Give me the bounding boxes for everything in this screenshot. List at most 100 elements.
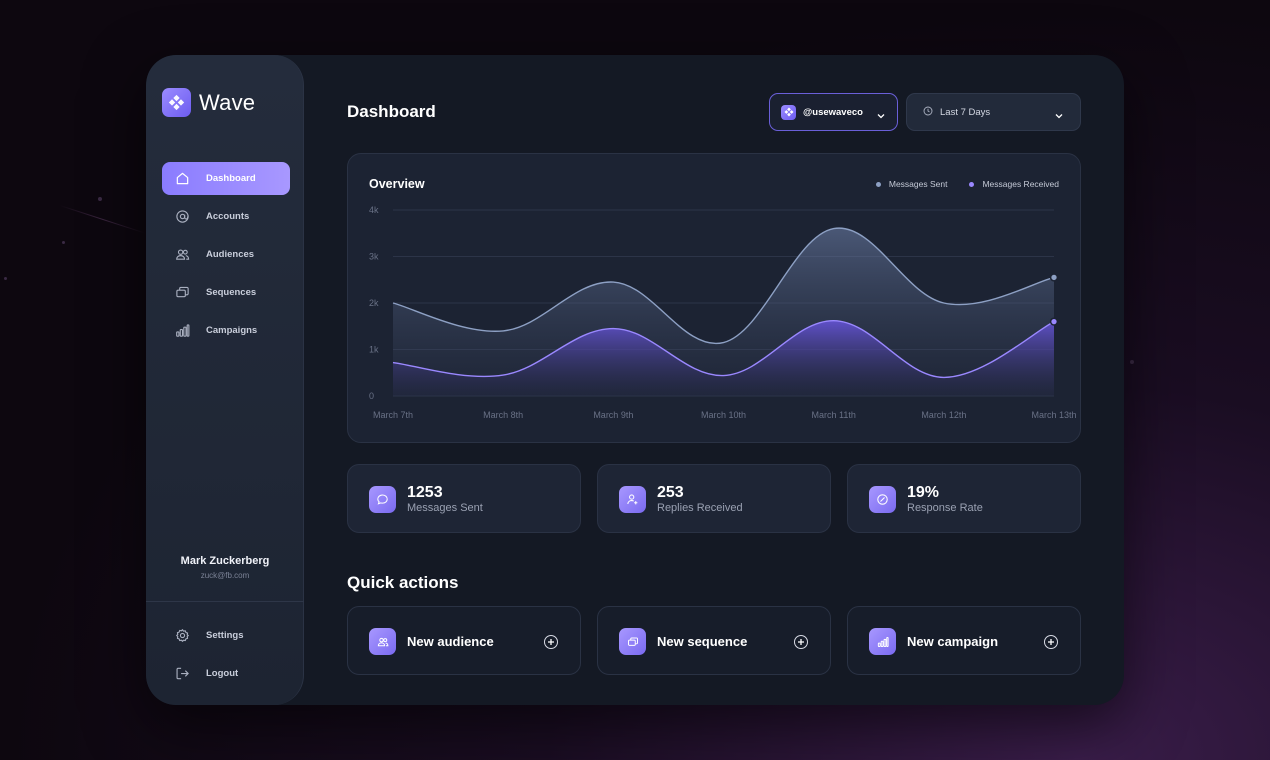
x-tick-label: March 10th	[701, 410, 746, 420]
gauge-icon	[869, 486, 896, 513]
y-tick-label: 0	[369, 391, 374, 401]
at-icon	[174, 209, 190, 225]
sequences-icon	[174, 285, 190, 301]
sidebar-item-settings[interactable]: Settings	[162, 619, 290, 652]
user-reply-icon	[619, 486, 646, 513]
sidebar-divider	[146, 601, 304, 602]
x-tick-label: March 12th	[921, 410, 966, 420]
chat-icon	[369, 486, 396, 513]
y-tick-label: 4k	[369, 205, 379, 215]
users-icon	[174, 247, 190, 263]
x-tick-label: March 9th	[593, 410, 633, 420]
sidebar-item-label: Campaigns	[206, 325, 258, 336]
legend-label: Messages Sent	[888, 179, 948, 189]
stat-value: 1253	[407, 484, 443, 501]
stat-card-response-rate: 19% Response Rate	[847, 464, 1081, 533]
plus-icon	[794, 635, 808, 649]
legend-item-sent[interactable]: Messages Sent	[875, 179, 948, 189]
sidebar-item-label: Logout	[206, 668, 239, 679]
new-sequence-button[interactable]: New sequence	[597, 606, 831, 675]
stat-value: 253	[657, 484, 684, 501]
account-select-value: @usewaveco	[803, 106, 863, 118]
stat-label: Replies Received	[657, 502, 743, 514]
bar-chart-icon	[174, 323, 190, 339]
sidebar-nav: Dashboard Accounts Audiences Sequences	[162, 162, 290, 352]
area-messages-sent	[393, 228, 1054, 396]
sidebar-bottom-nav: Settings Logout	[162, 619, 290, 695]
user-email: zuck@fb.com	[200, 571, 250, 580]
background-dot	[1130, 360, 1134, 364]
stat-card-replies-received: 253 Replies Received	[597, 464, 831, 533]
sidebar-item-label: Settings	[206, 630, 244, 641]
y-tick-label: 1k	[369, 345, 379, 355]
sidebar-item-campaigns[interactable]: Campaigns	[162, 314, 290, 347]
area-messages-received	[393, 320, 1054, 396]
stat-label: Messages Sent	[407, 502, 483, 514]
point-messages-sent	[1049, 273, 1059, 282]
stat-value: 19%	[907, 484, 940, 501]
sidebar-item-sequences[interactable]: Sequences	[162, 276, 290, 309]
sidebar-item-logout[interactable]: Logout	[162, 657, 290, 690]
stat-card-messages-sent: 1253 Messages Sent	[347, 464, 581, 533]
quick-action-label: New audience	[407, 634, 494, 649]
sidebar-item-label: Sequences	[206, 287, 257, 298]
background-dot	[98, 197, 102, 201]
quick-action-label: New sequence	[657, 634, 748, 649]
x-tick-label: March 8th	[483, 410, 523, 420]
sidebar: Wave Dashboard Accounts Audiences	[146, 55, 304, 705]
date-range-value: Last 7 Days	[940, 106, 991, 118]
chart-title: Overview	[369, 177, 425, 191]
stats-row: 1253 Messages Sent 253 Replies Received …	[347, 464, 1081, 534]
legend-item-received[interactable]: Messages Received	[969, 179, 1059, 189]
sidebar-item-label: Accounts	[206, 211, 250, 222]
wave-logo-icon	[162, 88, 191, 117]
bar-chart-icon	[869, 628, 896, 655]
background-dot	[62, 241, 65, 244]
plus-icon	[1044, 635, 1058, 649]
sidebar-item-label: Audiences	[206, 249, 255, 260]
sidebar-item-accounts[interactable]: Accounts	[162, 200, 290, 233]
logout-icon	[174, 666, 190, 682]
new-campaign-button[interactable]: New campaign	[847, 606, 1081, 675]
legend-dot	[875, 181, 881, 187]
sidebar-item-audiences[interactable]: Audiences	[162, 238, 290, 271]
quick-action-label: New campaign	[907, 634, 999, 649]
x-tick-label: March 7th	[373, 410, 413, 420]
legend-dot	[969, 181, 975, 187]
brand-name: Wave	[199, 89, 256, 115]
background-line	[59, 205, 146, 234]
gear-icon	[174, 628, 190, 644]
app-window: Wave Dashboard Accounts Audiences	[146, 55, 1124, 705]
wave-logo-icon	[781, 104, 796, 120]
point-messages-received	[1049, 317, 1059, 326]
sequences-icon	[619, 628, 646, 655]
y-tick-label: 2k	[369, 298, 379, 308]
legend-label: Messages Received	[982, 179, 1059, 189]
chevron-down-icon	[1054, 108, 1064, 126]
clock-icon	[923, 103, 933, 121]
plus-icon	[544, 635, 558, 649]
line-messages-received	[392, 319, 1055, 379]
sidebar-item-dashboard[interactable]: Dashboard	[162, 162, 290, 195]
users-icon	[369, 628, 396, 655]
account-select[interactable]: @usewaveco	[769, 93, 898, 131]
background-dot	[4, 277, 7, 280]
user-profile[interactable]: Mark Zuckerberg zuck@fb.com	[146, 555, 304, 580]
overview-chart: 4k 3k 2k 1k 0 March 7th March 8th March 9th Mar…	[369, 205, 1077, 420]
brand[interactable]: Wave	[162, 88, 255, 117]
date-range-select[interactable]: Last 7 Days	[906, 93, 1081, 131]
quick-actions-title: Quick actions	[347, 573, 459, 592]
chart-legend: Messages Sent Messages Received	[854, 179, 1059, 189]
x-tick-label: March 11th	[811, 410, 855, 420]
line-messages-sent	[392, 227, 1055, 345]
y-tick-label: 3k	[369, 252, 379, 262]
new-audience-button[interactable]: New audience	[347, 606, 581, 675]
user-name: Mark Zuckerberg	[180, 555, 270, 567]
home-icon	[174, 171, 190, 187]
sidebar-item-label: Dashboard	[206, 173, 256, 184]
main-content: Dashboard @usewaveco Last 7 Days	[347, 55, 1081, 705]
chevron-down-icon	[876, 108, 886, 126]
overview-chart-card: 4k 3k 2k 1k 0 March 7th March 8th March 9th Mar…	[347, 153, 1081, 443]
page-title: Dashboard	[347, 102, 436, 121]
x-tick-label: March 13th	[1031, 410, 1076, 420]
